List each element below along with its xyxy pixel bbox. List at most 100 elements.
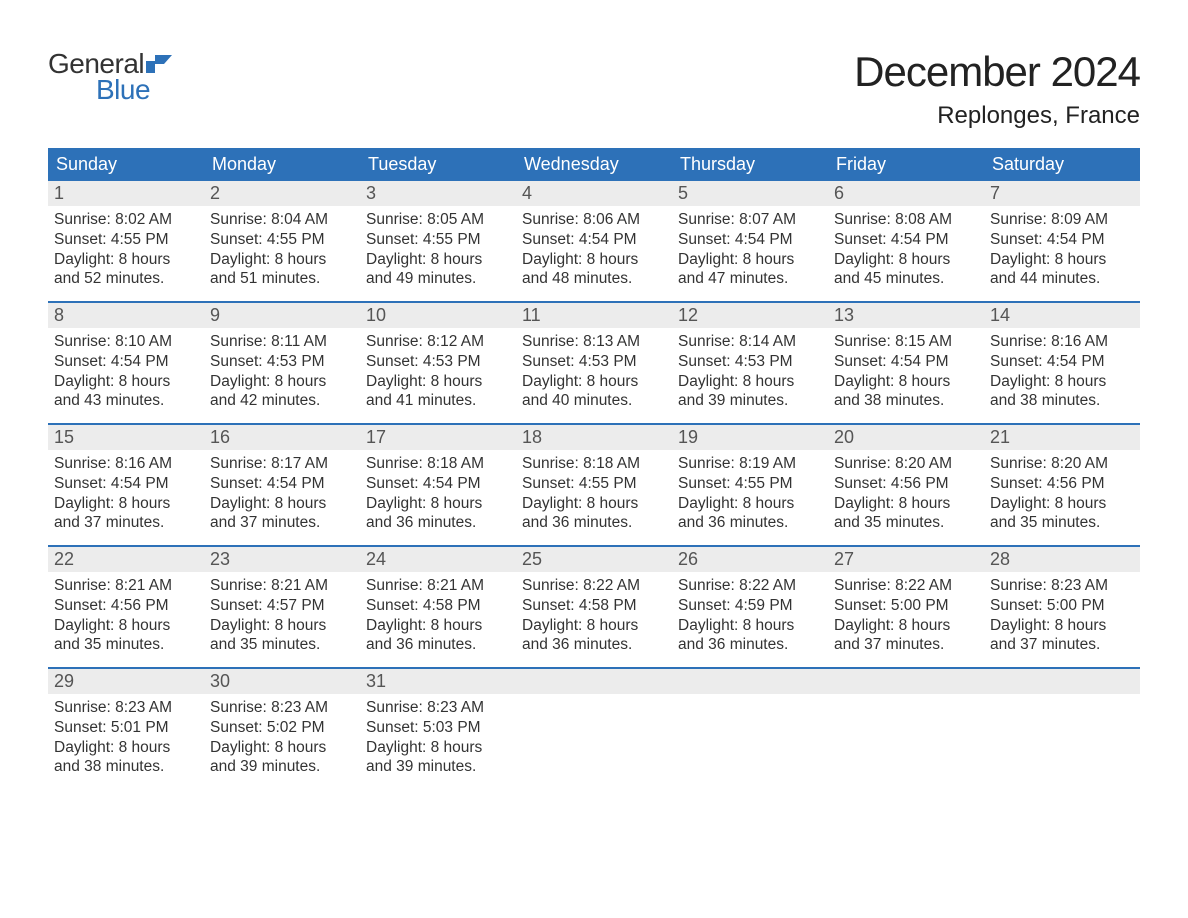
sunrise-line: Sunrise: 8:15 AM: [834, 332, 978, 352]
daylight-line-2: and 38 minutes.: [990, 391, 1134, 411]
logo: General Blue: [48, 48, 172, 106]
daylight-line-1: Daylight: 8 hours: [678, 372, 822, 392]
sunset-line: Sunset: 4:54 PM: [990, 352, 1134, 372]
daylight-line-1: Daylight: 8 hours: [990, 372, 1134, 392]
daylight-line-1: Daylight: 8 hours: [834, 372, 978, 392]
sunset-line: Sunset: 4:54 PM: [522, 230, 666, 250]
daylight-line-1: Daylight: 8 hours: [210, 616, 354, 636]
day-cell: 15Sunrise: 8:16 AMSunset: 4:54 PMDayligh…: [48, 425, 204, 545]
logo-text-blue: Blue: [96, 74, 150, 106]
sunset-line: Sunset: 4:56 PM: [54, 596, 198, 616]
header: General Blue December 2024 Replonges, Fr…: [48, 48, 1140, 144]
sunrise-line: Sunrise: 8:08 AM: [834, 210, 978, 230]
day-number: 19: [672, 425, 828, 450]
day-number: [672, 669, 828, 694]
day-data: Sunrise: 8:18 AMSunset: 4:54 PMDaylight:…: [360, 450, 516, 539]
daylight-line-2: and 36 minutes.: [366, 635, 510, 655]
day-data: Sunrise: 8:22 AMSunset: 5:00 PMDaylight:…: [828, 572, 984, 661]
daylight-line-2: and 39 minutes.: [210, 757, 354, 777]
day-cell: 29Sunrise: 8:23 AMSunset: 5:01 PMDayligh…: [48, 669, 204, 789]
daylight-line-1: Daylight: 8 hours: [210, 494, 354, 514]
day-header: Sunday: [48, 148, 204, 181]
sunset-line: Sunset: 5:00 PM: [990, 596, 1134, 616]
sunrise-line: Sunrise: 8:04 AM: [210, 210, 354, 230]
day-data: Sunrise: 8:23 AMSunset: 5:03 PMDaylight:…: [360, 694, 516, 783]
daylight-line-1: Daylight: 8 hours: [210, 372, 354, 392]
daylight-line-1: Daylight: 8 hours: [522, 616, 666, 636]
daylight-line-2: and 36 minutes.: [366, 513, 510, 533]
day-data: Sunrise: 8:19 AMSunset: 4:55 PMDaylight:…: [672, 450, 828, 539]
daylight-line-2: and 45 minutes.: [834, 269, 978, 289]
sunset-line: Sunset: 4:54 PM: [366, 474, 510, 494]
day-data: Sunrise: 8:15 AMSunset: 4:54 PMDaylight:…: [828, 328, 984, 417]
day-data: Sunrise: 8:23 AMSunset: 5:01 PMDaylight:…: [48, 694, 204, 783]
day-cell: 14Sunrise: 8:16 AMSunset: 4:54 PMDayligh…: [984, 303, 1140, 423]
daylight-line-1: Daylight: 8 hours: [990, 250, 1134, 270]
sunset-line: Sunset: 4:54 PM: [54, 474, 198, 494]
sunset-line: Sunset: 4:55 PM: [54, 230, 198, 250]
sunset-line: Sunset: 4:54 PM: [54, 352, 198, 372]
sunrise-line: Sunrise: 8:11 AM: [210, 332, 354, 352]
sunset-line: Sunset: 4:55 PM: [366, 230, 510, 250]
day-number: 16: [204, 425, 360, 450]
day-data: Sunrise: 8:05 AMSunset: 4:55 PMDaylight:…: [360, 206, 516, 295]
day-cell: 28Sunrise: 8:23 AMSunset: 5:00 PMDayligh…: [984, 547, 1140, 667]
day-cell: 16Sunrise: 8:17 AMSunset: 4:54 PMDayligh…: [204, 425, 360, 545]
day-number: 5: [672, 181, 828, 206]
day-number: 7: [984, 181, 1140, 206]
day-number: 27: [828, 547, 984, 572]
sunset-line: Sunset: 4:58 PM: [522, 596, 666, 616]
daylight-line-2: and 48 minutes.: [522, 269, 666, 289]
week-row: 1Sunrise: 8:02 AMSunset: 4:55 PMDaylight…: [48, 181, 1140, 301]
daylight-line-2: and 36 minutes.: [678, 635, 822, 655]
daylight-line-2: and 36 minutes.: [522, 635, 666, 655]
day-data: Sunrise: 8:23 AMSunset: 5:02 PMDaylight:…: [204, 694, 360, 783]
daylight-line-1: Daylight: 8 hours: [522, 494, 666, 514]
day-cell: 12Sunrise: 8:14 AMSunset: 4:53 PMDayligh…: [672, 303, 828, 423]
day-number: 3: [360, 181, 516, 206]
daylight-line-1: Daylight: 8 hours: [54, 250, 198, 270]
day-data: Sunrise: 8:20 AMSunset: 4:56 PMDaylight:…: [984, 450, 1140, 539]
sunset-line: Sunset: 4:55 PM: [678, 474, 822, 494]
day-cell: 13Sunrise: 8:15 AMSunset: 4:54 PMDayligh…: [828, 303, 984, 423]
sunrise-line: Sunrise: 8:16 AM: [990, 332, 1134, 352]
sunrise-line: Sunrise: 8:21 AM: [210, 576, 354, 596]
day-number: 12: [672, 303, 828, 328]
sunset-line: Sunset: 4:56 PM: [834, 474, 978, 494]
day-data: Sunrise: 8:08 AMSunset: 4:54 PMDaylight:…: [828, 206, 984, 295]
weeks-container: 1Sunrise: 8:02 AMSunset: 4:55 PMDaylight…: [48, 181, 1140, 789]
daylight-line-2: and 40 minutes.: [522, 391, 666, 411]
daylight-line-2: and 37 minutes.: [834, 635, 978, 655]
daylight-line-1: Daylight: 8 hours: [678, 250, 822, 270]
sunrise-line: Sunrise: 8:13 AM: [522, 332, 666, 352]
calendar: SundayMondayTuesdayWednesdayThursdayFrid…: [48, 148, 1140, 789]
sunrise-line: Sunrise: 8:23 AM: [54, 698, 198, 718]
daylight-line-2: and 39 minutes.: [366, 757, 510, 777]
day-number: [516, 669, 672, 694]
day-number: [828, 669, 984, 694]
day-number: 20: [828, 425, 984, 450]
sunrise-line: Sunrise: 8:12 AM: [366, 332, 510, 352]
sunset-line: Sunset: 5:03 PM: [366, 718, 510, 738]
sunset-line: Sunset: 4:53 PM: [678, 352, 822, 372]
day-cell: 8Sunrise: 8:10 AMSunset: 4:54 PMDaylight…: [48, 303, 204, 423]
daylight-line-1: Daylight: 8 hours: [54, 494, 198, 514]
day-cell: 22Sunrise: 8:21 AMSunset: 4:56 PMDayligh…: [48, 547, 204, 667]
day-data: Sunrise: 8:07 AMSunset: 4:54 PMDaylight:…: [672, 206, 828, 295]
daylight-line-1: Daylight: 8 hours: [210, 738, 354, 758]
day-data: Sunrise: 8:21 AMSunset: 4:57 PMDaylight:…: [204, 572, 360, 661]
day-header: Monday: [204, 148, 360, 181]
day-cell: 9Sunrise: 8:11 AMSunset: 4:53 PMDaylight…: [204, 303, 360, 423]
daylight-line-2: and 36 minutes.: [678, 513, 822, 533]
sunrise-line: Sunrise: 8:22 AM: [678, 576, 822, 596]
day-cell: [672, 669, 828, 789]
daylight-line-2: and 41 minutes.: [366, 391, 510, 411]
daylight-line-2: and 51 minutes.: [210, 269, 354, 289]
day-cell: 5Sunrise: 8:07 AMSunset: 4:54 PMDaylight…: [672, 181, 828, 301]
day-cell: 31Sunrise: 8:23 AMSunset: 5:03 PMDayligh…: [360, 669, 516, 789]
sunrise-line: Sunrise: 8:20 AM: [990, 454, 1134, 474]
flag-icon: [146, 55, 172, 73]
sunset-line: Sunset: 4:54 PM: [990, 230, 1134, 250]
daylight-line-2: and 38 minutes.: [54, 757, 198, 777]
sunrise-line: Sunrise: 8:23 AM: [990, 576, 1134, 596]
